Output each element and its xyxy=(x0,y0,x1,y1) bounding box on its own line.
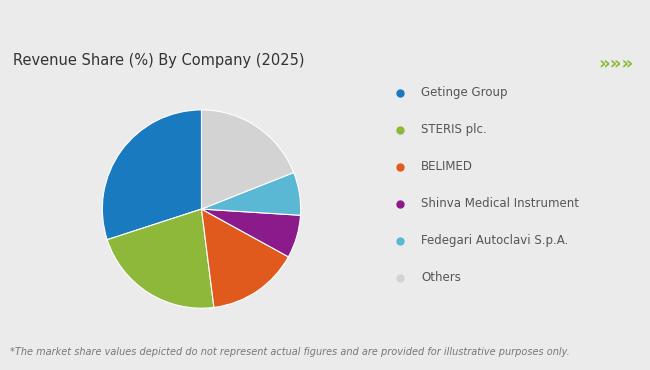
Wedge shape xyxy=(102,110,202,240)
Wedge shape xyxy=(202,209,289,307)
Text: *The market share values depicted do not represent actual figures and are provid: *The market share values depicted do not… xyxy=(10,347,569,357)
Text: »»»: »»» xyxy=(599,55,634,73)
Text: Fedegari Autoclavi S.p.A.: Fedegari Autoclavi S.p.A. xyxy=(421,234,569,247)
Wedge shape xyxy=(202,209,300,257)
Wedge shape xyxy=(107,209,214,308)
Text: Shinva Medical Instrument: Shinva Medical Instrument xyxy=(421,197,579,210)
Text: STERIS plc.: STERIS plc. xyxy=(421,123,487,136)
Wedge shape xyxy=(202,172,301,215)
Text: Revenue Share (%) By Company (2025): Revenue Share (%) By Company (2025) xyxy=(13,53,304,68)
Text: Getinge Group: Getinge Group xyxy=(421,86,508,99)
Wedge shape xyxy=(202,110,294,209)
Text: Others: Others xyxy=(421,271,461,284)
Text: BELIMED: BELIMED xyxy=(421,160,473,173)
